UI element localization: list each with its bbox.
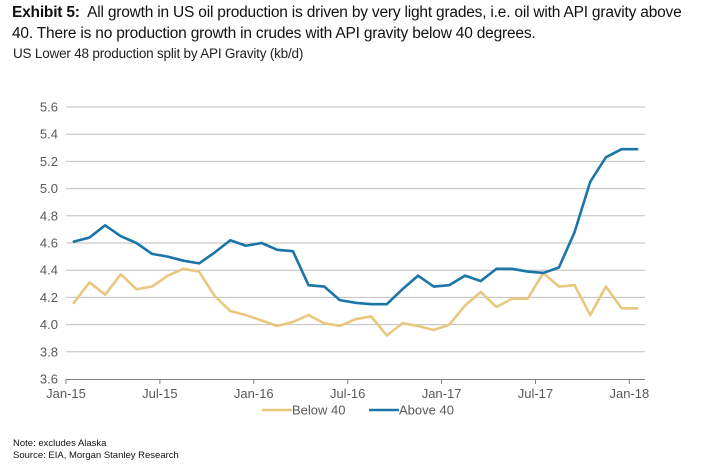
exhibit-label: Exhibit 5:: [12, 4, 80, 21]
series-lines: [72, 147, 639, 337]
legend-label: Below 40: [292, 403, 345, 418]
y-tick-label: 3.8: [40, 344, 58, 359]
x-tick-label: Jul-16: [330, 386, 365, 401]
y-tick-label: 4.2: [40, 290, 58, 305]
chart-notes: Note: excludes Alaska Source: EIA, Morga…: [13, 438, 179, 462]
x-tick-label: Jan-18: [609, 386, 649, 401]
y-tick-label: 3.6: [40, 372, 58, 387]
exhibit-title: Exhibit 5: All growth in US oil producti…: [12, 2, 702, 44]
y-tick-label: 5.0: [40, 181, 58, 196]
note-text: Note: excludes Alaska: [13, 438, 107, 449]
y-tick-label: 4.6: [40, 236, 58, 251]
legend: Below 40 Above 40: [262, 403, 454, 418]
x-tick-label: Jan-17: [422, 386, 462, 401]
x-tick-label: Jan-15: [46, 386, 86, 401]
legend-label: Above 40: [399, 403, 454, 418]
x-tick-label: Jan-16: [234, 386, 274, 401]
source-text: Source: EIA, Morgan Stanley Research: [13, 450, 179, 461]
x-axis: Jan-15 Jul-15 Jan-16 Jul-16 Jan-17 Jul-17 Jan-…: [46, 379, 649, 401]
y-axis-ticks: 3.6 3.8 4.0 4.2 4.4 4.6 4.8 5.0 5.2 5.4 5.6: [40, 100, 58, 387]
exhibit-title-text: All growth in US oil production is drive…: [12, 4, 682, 42]
y-tick-label: 4.8: [40, 208, 58, 223]
chart-subtitle: US Lower 48 production split by API Grav…: [13, 46, 304, 61]
y-tick-label: 5.2: [40, 154, 58, 169]
y-tick-label: 5.6: [40, 100, 58, 115]
x-tick-label: Jul-15: [142, 386, 177, 401]
x-tick-label: Jul-17: [518, 386, 553, 401]
gridlines: [66, 106, 645, 353]
y-tick-label: 4.4: [40, 263, 58, 278]
y-tick-label: 4.0: [40, 317, 58, 332]
y-tick-label: 5.4: [40, 127, 58, 142]
